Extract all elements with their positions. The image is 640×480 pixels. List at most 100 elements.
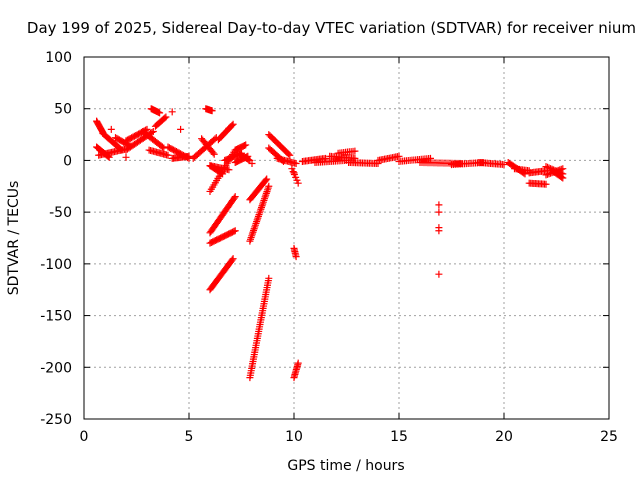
data-point [247,235,255,243]
data-point [177,125,185,133]
data-point [435,201,443,209]
x-tick-label: 20 [495,429,513,445]
data-point [210,150,218,158]
data-point [254,214,262,222]
data-point [185,152,193,160]
data-point [251,221,259,229]
data-point [148,128,156,136]
data-point [261,195,269,203]
data-point [542,163,550,171]
data-point [231,193,239,201]
data-point [253,216,261,224]
data-point [168,108,176,116]
grid-lines [84,57,609,419]
data-point [229,120,237,128]
data-point [156,109,164,117]
data-point [161,114,169,122]
data-point [242,141,250,149]
data-point [257,204,265,212]
data-point [249,228,257,236]
y-tick-labels: 100 50 0 -50 -100 -150 -200 -250 [40,50,72,428]
data-points [93,105,567,382]
data-point [265,274,273,282]
data-point [229,255,237,263]
y-tick-label: 100 [45,50,72,66]
data-point [248,232,256,240]
data-point [286,151,294,159]
y-tick-label: -150 [40,309,72,325]
data-point [252,219,260,227]
x-tick-labels: 0 5 10 15 20 25 [80,429,618,445]
data-point [250,225,258,233]
data-point [262,191,270,199]
data-point [263,175,271,183]
data-point [263,188,271,196]
data-point [292,160,300,168]
y-tick-label: -100 [40,257,72,273]
data-point [544,163,552,171]
y-tick-label: 50 [54,102,72,118]
data-point [253,218,261,226]
data-point [262,176,270,184]
data-point [285,150,293,158]
plot-frame [83,56,610,420]
data-point [248,160,256,168]
data-point [435,227,443,235]
data-point [435,270,443,278]
chart-title: Day 199 of 2025, Sidereal Day-to-day VTE… [27,19,636,37]
data-point [149,127,157,135]
y-tick-label: 0 [63,153,72,169]
data-point [248,230,256,238]
data-point [435,208,443,216]
data-point [258,202,266,210]
data-point [351,147,359,155]
data-point [250,226,258,234]
x-tick-label: 25 [600,429,618,445]
y-tick-label: -250 [40,412,72,428]
data-point [559,165,567,173]
data-point [245,156,253,164]
data-point [256,207,264,215]
data-point [542,180,550,188]
data-point [558,173,566,181]
data-point [264,184,272,192]
data-point [162,113,170,121]
data-point [209,149,217,157]
data-point [228,121,236,129]
data-point [351,154,359,162]
data-point [290,169,298,177]
data-point [251,223,259,231]
data-point [256,209,264,217]
data-point [247,234,255,242]
data-point [292,253,300,261]
x-tick-label: 0 [80,429,89,445]
data-point [255,211,263,219]
x-tick-label: 5 [185,429,194,445]
data-point [294,179,302,187]
data-point [500,161,508,169]
y-tick-label: -50 [49,205,72,221]
data-point [225,124,233,132]
data-point [262,189,270,197]
data-point [246,237,254,245]
data-point [230,227,238,235]
data-point [294,359,302,367]
y-tick-label: -200 [40,360,72,376]
data-point [122,153,130,161]
data-point [231,146,239,154]
data-point [164,151,172,159]
data-point [257,205,265,213]
data-point [254,212,262,220]
data-point [259,198,267,206]
data-point [264,186,272,194]
data-point [231,227,239,235]
x-tick-label: 10 [285,429,303,445]
data-point [559,174,567,182]
x-axis-label: GPS time / hours [287,458,404,474]
axis-ticks [83,56,610,420]
y-axis-label: SDTVAR / TECUs [6,181,22,296]
data-point [259,200,267,208]
data-point [260,196,268,204]
data-point [208,107,216,115]
